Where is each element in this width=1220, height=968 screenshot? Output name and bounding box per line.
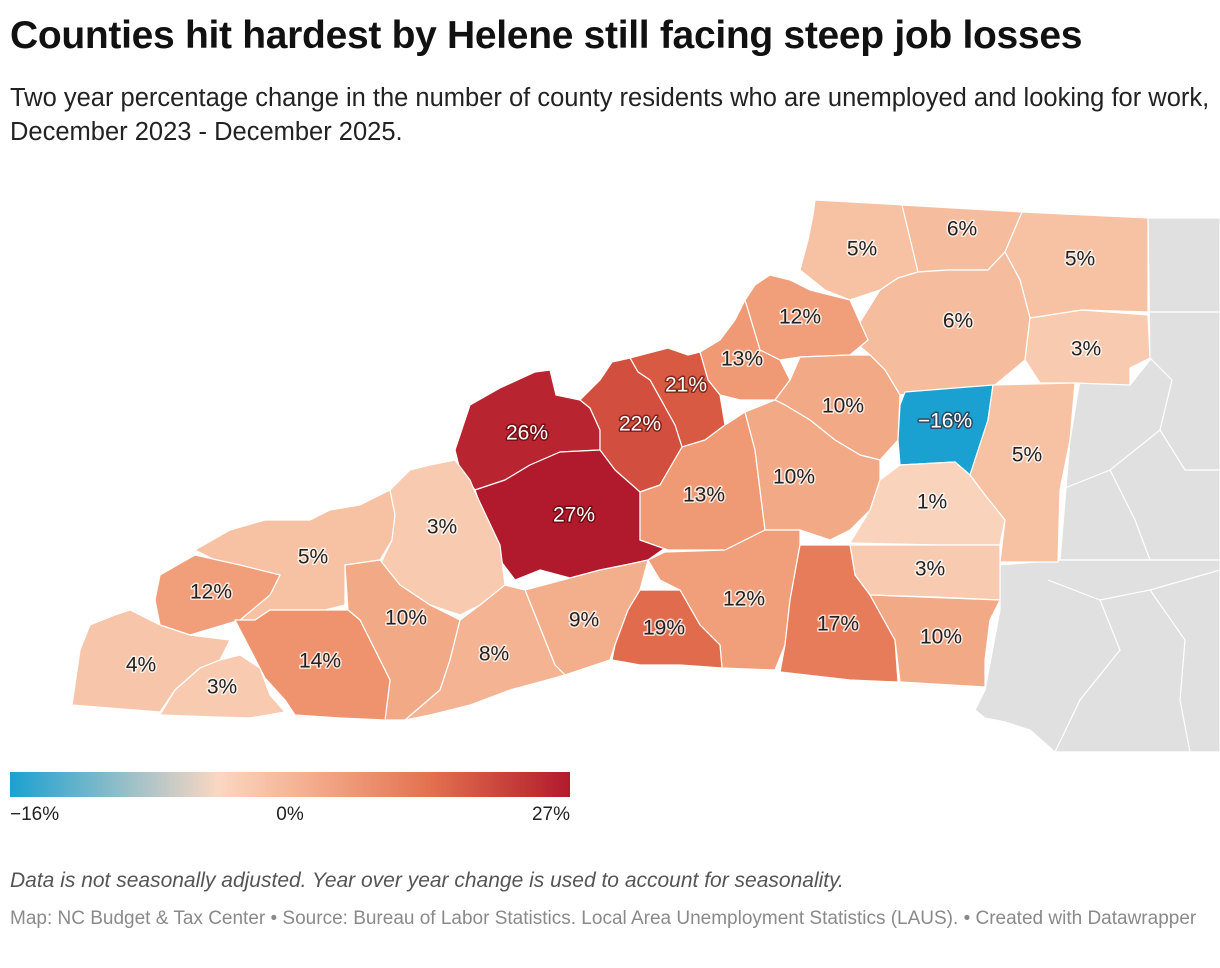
county-value-label: 12%: [190, 581, 232, 604]
county-value-label: 4%: [126, 654, 156, 677]
county-value-label: 9%: [569, 609, 599, 632]
county-map: 5% 6% 5% 6% 3% 12% 13% 21% 10% −16% 26% 22% 5% 27% 13%…: [71, 199, 1220, 753]
neighbor-region: [974, 559, 1220, 753]
county-value-label: 17%: [817, 613, 859, 636]
legend-min-label: −16%: [10, 804, 60, 825]
county-labels: 5% 6% 5% 6% 3% 12% 13% 21% 10% −16% 26% 22% 5% 27% 13%…: [124, 216, 1102, 700]
county-value-label: 5%: [1065, 248, 1095, 271]
county-value-label: 21%: [665, 374, 707, 397]
county-value-label: 19%: [643, 617, 685, 640]
color-legend: −16% 0% 27%: [10, 772, 570, 825]
county-value-label: 12%: [723, 588, 765, 611]
legend-mid-label: 0%: [276, 804, 304, 825]
neighbor-border: [1054, 599, 1121, 753]
legend-max-label: 27%: [531, 804, 570, 825]
footnote: Data is not seasonally adjusted. Year ov…: [10, 869, 844, 892]
chart-title: Counties hit hardest by Helene still fac…: [10, 14, 1083, 57]
county-value-label: 3%: [1071, 338, 1101, 361]
county-value-label: 5%: [847, 238, 877, 261]
chart-subtitle: Two year percentage change in the number…: [10, 84, 1210, 146]
county-shape[interactable]: [611, 589, 723, 669]
county-shape[interactable]: [234, 609, 391, 721]
legend-gradient-bar: [10, 772, 570, 797]
county-value-label: 6%: [947, 218, 977, 241]
county-value-label: 27%: [553, 504, 595, 527]
county-value-label: 3%: [207, 676, 237, 699]
county-value-label: 13%: [683, 484, 725, 507]
county-value-label: 10%: [822, 395, 864, 418]
county-value-label: 6%: [943, 310, 973, 333]
county-shape[interactable]: [869, 594, 1001, 688]
county-value-label: 10%: [773, 466, 815, 489]
county-shape[interactable]: [159, 654, 286, 719]
source-credit: Map: NC Budget & Tax Center • Source: Bu…: [10, 908, 1197, 929]
county-shape[interactable]: [699, 299, 791, 401]
county-value-label: 5%: [1012, 444, 1042, 467]
county-value-label: 14%: [299, 650, 341, 673]
county-shape[interactable]: [404, 584, 566, 721]
neighbor-border: [1047, 569, 1220, 601]
county-shape[interactable]: [779, 544, 899, 683]
neighboring-counties: [974, 217, 1220, 753]
county-value-label: 3%: [915, 558, 945, 581]
county-value-label: 10%: [385, 607, 427, 630]
neighbor-border: [1109, 469, 1151, 561]
county-shapes: [71, 199, 1151, 721]
county-value-label: 22%: [619, 413, 661, 436]
neighbor-border: [1149, 589, 1191, 753]
county-value-label: 26%: [506, 422, 548, 445]
county-shape[interactable]: [849, 461, 1006, 546]
county-value-label: 3%: [427, 516, 457, 539]
county-value-label: 12%: [779, 306, 821, 329]
county-value-label: 5%: [298, 546, 328, 569]
county-value-label: 10%: [920, 626, 962, 649]
county-value-label: 1%: [917, 491, 947, 514]
county-shape[interactable]: [1024, 309, 1151, 386]
county-value-label: 13%: [721, 348, 763, 371]
county-value-label: 8%: [479, 643, 509, 666]
county-value-label: −16%: [918, 410, 972, 433]
county-shape[interactable]: [154, 554, 281, 636]
